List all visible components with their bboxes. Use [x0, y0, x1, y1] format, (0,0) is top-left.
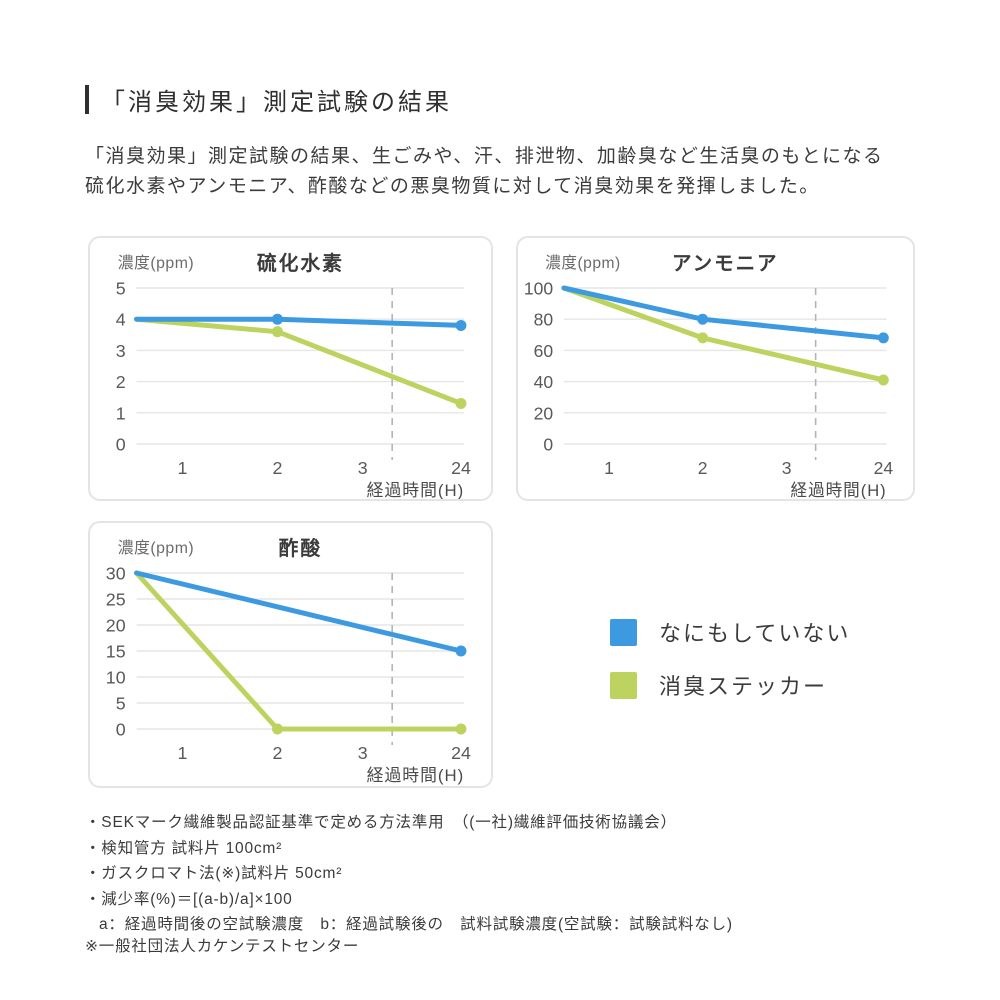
x-tick-label: 3 [358, 458, 368, 478]
y-axis-label: 濃度(ppm) [118, 539, 194, 557]
page-title: 「消臭効果」測定試験の結果 [101, 89, 452, 116]
page-header: 「消臭効果」測定試験の結果 [85, 82, 452, 117]
footnote-line: a：経過時間後の空試験濃度 b：経過試験後の 試料試験濃度(空試験：試験試料なし… [99, 916, 733, 933]
data-point-marker [455, 723, 467, 735]
y-tick-label: 40 [534, 372, 554, 392]
x-axis-label: 経過時間(H) [791, 481, 887, 499]
y-tick-label: 4 [116, 310, 126, 330]
x-tick-label: 3 [358, 743, 368, 763]
hydrogen-sulfide-chart: 濃度(ppm) 硫化水素 5 4 3 2 1 0 1 2 3 24 経過時間(H) [116, 251, 471, 499]
legend-label: 消臭ステッカー [659, 674, 828, 699]
footnote-line: ・減少率(%)＝[(a-b)/a]×100 [85, 890, 293, 908]
intro-line: 硫化水素やアンモニア、酢酸などの悪臭物質に対して消臭効果を発揮しました。 [85, 176, 820, 197]
data-point-marker [272, 723, 283, 735]
x-axis-label: 経過時間(H) [367, 481, 465, 499]
y-tick-label: 5 [116, 693, 126, 713]
y-tick-label: 20 [106, 615, 126, 635]
legend-label: なにもしていない [659, 621, 851, 646]
y-tick-label: 100 [524, 278, 553, 298]
x-tick-label: 24 [451, 458, 471, 478]
data-point-marker [455, 645, 467, 657]
x-tick-label: 24 [874, 458, 894, 478]
y-tick-label: 1 [116, 403, 126, 423]
title-accent-bar [85, 85, 89, 114]
y-tick-label: 80 [534, 310, 554, 330]
y-tick-label: 30 [106, 563, 126, 583]
legend-swatch-blue [610, 618, 637, 646]
x-axis-label: 経過時間(H) [367, 766, 465, 785]
y-tick-label: 20 [534, 403, 554, 423]
x-tick-label: 1 [177, 458, 187, 478]
y-tick-label: 0 [543, 434, 553, 454]
y-axis-label: 濃度(ppm) [545, 254, 620, 272]
y-tick-label: 10 [106, 667, 126, 687]
ammonia-chart: 濃度(ppm) アンモニア 100 80 60 40 20 0 1 2 3 24 経過時間(H) [524, 253, 894, 499]
footnote-line: ・ガスクロマト法(※)試料片 50cm² [85, 865, 343, 882]
data-point-marker [878, 332, 889, 344]
acetic-acid-chart: 濃度(ppm) 酢酸 30 25 20 15 10 5 0 1 2 3 24 経過時間(H) [106, 536, 471, 785]
y-tick-label: 2 [116, 372, 126, 392]
chart-title: アンモニア [672, 253, 778, 275]
footnotes: ・SEKマーク繊維製品認証基準で定める方法準用 （(一社)繊維評価技術協議会） … [85, 810, 733, 938]
source-note: ※一般社団法人カケンテストセンター [85, 938, 360, 955]
legend-item-untreated: なにもしていない [610, 616, 850, 648]
chart-panel-ammonia: 濃度(ppm) アンモニア 100 80 60 40 20 0 1 2 3 24 経過時間(H) [516, 236, 915, 501]
x-tick-label: 3 [782, 458, 792, 478]
series-line [134, 570, 464, 654]
y-tick-label: 25 [106, 589, 126, 609]
intro-text: 「消臭効果」測定試験の結果、生ごみや、汗、排泄物、加齢臭など生活臭のもとになる … [85, 142, 884, 202]
y-tick-label: 15 [106, 641, 126, 661]
chart-title: 硫化水素 [257, 251, 344, 275]
data-point-marker [697, 313, 709, 325]
legend-swatch-green [610, 671, 637, 699]
data-point-marker [455, 397, 467, 409]
data-point-marker [455, 319, 467, 331]
data-point-marker [878, 374, 889, 386]
intro-line: 「消臭効果」測定試験の結果、生ごみや、汗、排泄物、加齢臭など生活臭のもとになる [85, 146, 884, 167]
y-tick-label: 5 [116, 278, 126, 298]
chart-panel-hydrogen-sulfide: 濃度(ppm) 硫化水素 5 4 3 2 1 0 1 2 3 24 経過時間(H) [88, 236, 493, 501]
x-tick-label: 24 [451, 743, 471, 763]
data-point-marker [697, 332, 709, 344]
legend-item-deodorant-sticker: 消臭ステッカー [610, 669, 850, 701]
x-tick-label: 1 [604, 458, 614, 478]
y-tick-label: 60 [534, 341, 554, 361]
chart-panel-acetic-acid: 濃度(ppm) 酢酸 30 25 20 15 10 5 0 1 2 3 24 経過時間(H) [88, 521, 493, 788]
series-line [561, 285, 886, 341]
footnote-line: ・検知管方 試料片 100cm² [85, 839, 283, 857]
data-point-marker [272, 313, 283, 325]
x-tick-label: 2 [698, 458, 708, 478]
y-axis-label: 濃度(ppm) [118, 254, 194, 272]
y-tick-label: 0 [116, 434, 126, 454]
series-line [134, 316, 464, 406]
y-tick-label: 0 [116, 719, 126, 739]
y-tick-label: 3 [116, 341, 126, 361]
legend: なにもしていない 消臭ステッカー [610, 616, 850, 701]
x-tick-label: 2 [273, 458, 283, 478]
x-tick-label: 2 [273, 743, 283, 763]
footnote-line: ・SEKマーク繊維製品認証基準で定める方法準用 （(一社)繊維評価技術協議会） [85, 814, 677, 831]
chart-title: 酢酸 [279, 536, 323, 560]
x-tick-label: 1 [177, 743, 187, 763]
data-point-marker [272, 326, 283, 338]
